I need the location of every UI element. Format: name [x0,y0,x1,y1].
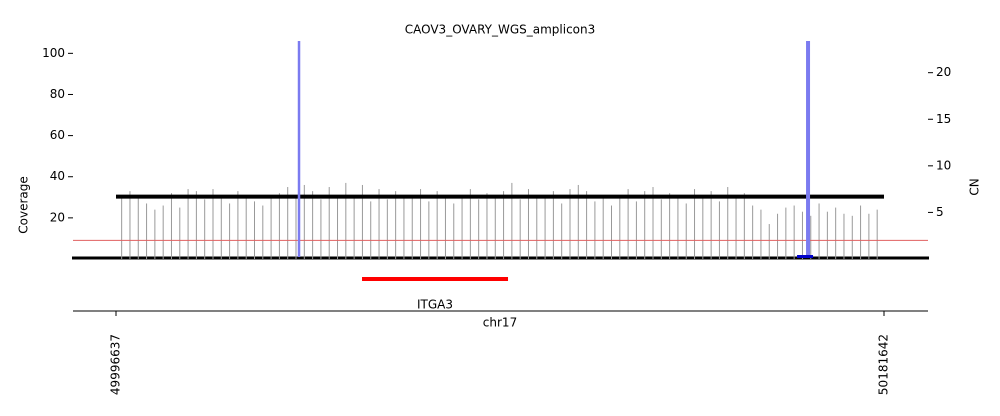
y-tick-label: 100 [42,46,65,60]
breakpoint-foot [797,255,814,258]
y2-tick-label: 15 [936,112,951,126]
y2-tick-label: 5 [936,205,944,219]
y-tick-label: 60 [50,128,65,142]
y-tick-label: 80 [50,87,65,101]
y-tick-label: 20 [50,210,65,224]
x-axis-label: chr17 [483,316,517,330]
x-tick-label: 50181642 [876,334,890,395]
gene-label: ITGA3 [417,298,453,312]
y-tick-label: 40 [50,169,65,183]
y2-axis-label: CN [968,178,982,195]
y2-tick-label: 20 [936,65,951,79]
y2-tick-label: 10 [936,158,951,172]
y-axis-label: Coverage [17,176,31,234]
x-tick-label: 49996637 [109,334,123,395]
chart-title: CAOV3_OVARY_WGS_amplicon3 [405,23,596,37]
